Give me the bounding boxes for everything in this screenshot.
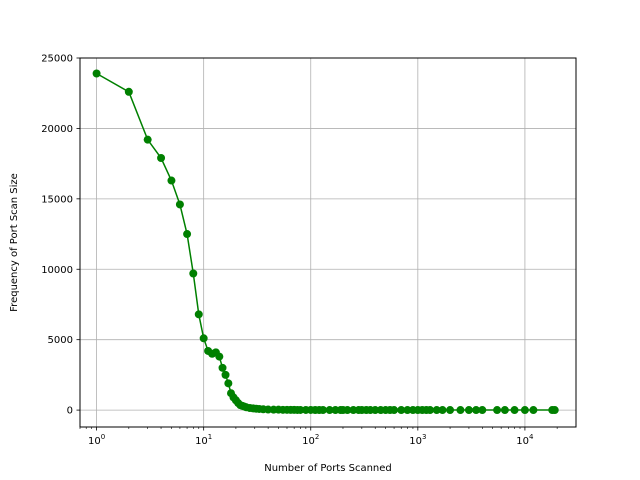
data-point bbox=[221, 370, 230, 379]
data-point bbox=[520, 406, 529, 415]
y-tick-label: 20000 bbox=[41, 124, 73, 135]
data-point bbox=[189, 269, 198, 278]
data-point bbox=[529, 406, 538, 415]
data-point bbox=[199, 334, 208, 343]
data-point bbox=[218, 363, 227, 372]
x-tick-label: 103 bbox=[409, 433, 426, 447]
data-point bbox=[438, 406, 447, 415]
x-axis: 100 101 102 103 104 bbox=[79, 427, 558, 447]
plot-area-frame bbox=[79, 57, 577, 428]
y-tick-label: 5000 bbox=[48, 335, 73, 346]
x-tick-label: 101 bbox=[195, 433, 212, 447]
data-point bbox=[397, 406, 406, 415]
data-point bbox=[371, 406, 380, 415]
y-tick-label: 15000 bbox=[41, 194, 73, 205]
data-point bbox=[472, 406, 481, 415]
data-point bbox=[343, 406, 352, 415]
data-point bbox=[390, 406, 399, 415]
series-layer bbox=[92, 69, 559, 415]
data-point bbox=[456, 406, 465, 415]
x-tick-label: 100 bbox=[88, 433, 105, 447]
data-point bbox=[92, 69, 101, 78]
grid bbox=[80, 57, 576, 427]
data-point bbox=[500, 406, 509, 415]
y-axis: 0 5000 10000 15000 20000 25000 bbox=[41, 54, 80, 417]
data-point bbox=[157, 153, 166, 162]
data-point bbox=[224, 379, 233, 388]
data-point bbox=[296, 405, 305, 414]
data-point bbox=[318, 405, 327, 414]
data-point bbox=[167, 176, 176, 185]
data-point bbox=[175, 200, 184, 209]
data-point bbox=[510, 406, 519, 415]
data-point bbox=[183, 230, 192, 239]
data-point bbox=[143, 135, 152, 144]
x-tick-label: 102 bbox=[302, 433, 319, 447]
y-tick-label: 25000 bbox=[41, 54, 73, 65]
data-point bbox=[432, 406, 441, 415]
y-tick-label: 10000 bbox=[41, 265, 73, 276]
x-tick-label: 104 bbox=[516, 433, 534, 447]
data-point bbox=[325, 406, 334, 415]
data-point bbox=[194, 310, 203, 319]
x-axis-label: Number of Ports Scanned bbox=[264, 463, 392, 474]
data-point bbox=[478, 406, 487, 415]
data-point bbox=[464, 406, 473, 415]
data-point bbox=[124, 87, 133, 96]
data-point bbox=[493, 406, 502, 415]
data-point bbox=[426, 406, 435, 415]
data-point bbox=[550, 406, 559, 415]
y-axis-label: Frequency of Port Scan Size bbox=[9, 173, 20, 312]
data-point bbox=[446, 406, 455, 415]
series-line bbox=[96, 72, 555, 411]
y-tick-label: 0 bbox=[67, 406, 73, 417]
data-point bbox=[403, 406, 412, 415]
data-point bbox=[215, 352, 224, 361]
